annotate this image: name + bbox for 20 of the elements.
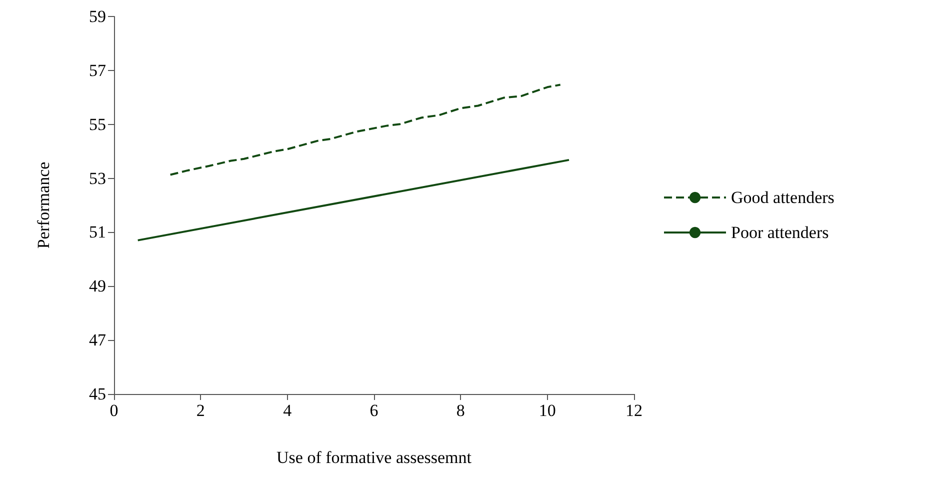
y-axis-title: Performance: [34, 162, 53, 249]
x-tick-label: 12: [626, 401, 642, 420]
x-tick-label: 2: [196, 401, 205, 420]
y-tick-label: 59: [89, 7, 106, 26]
y-tick-label: 55: [89, 114, 106, 134]
x-tick-label: 8: [456, 401, 465, 420]
x-axis-title: Use of formative assessemnt: [276, 448, 472, 467]
y-tick-label: 45: [89, 384, 106, 404]
x-tick-label: 4: [283, 401, 292, 420]
legend-label: Poor attenders: [731, 223, 829, 242]
legend-label: Good attenders: [731, 188, 834, 207]
y-tick-label: 53: [89, 168, 106, 188]
x-tick-label: 10: [538, 401, 556, 420]
x-tick-label: 0: [110, 401, 118, 420]
y-tick-label: 49: [89, 276, 106, 296]
line-series: [169, 84, 562, 176]
y-tick-label: 47: [89, 330, 106, 350]
y-tick-label: 57: [89, 60, 106, 80]
y-tick-label: 51: [89, 222, 106, 242]
x-tick-label: 6: [370, 401, 378, 420]
